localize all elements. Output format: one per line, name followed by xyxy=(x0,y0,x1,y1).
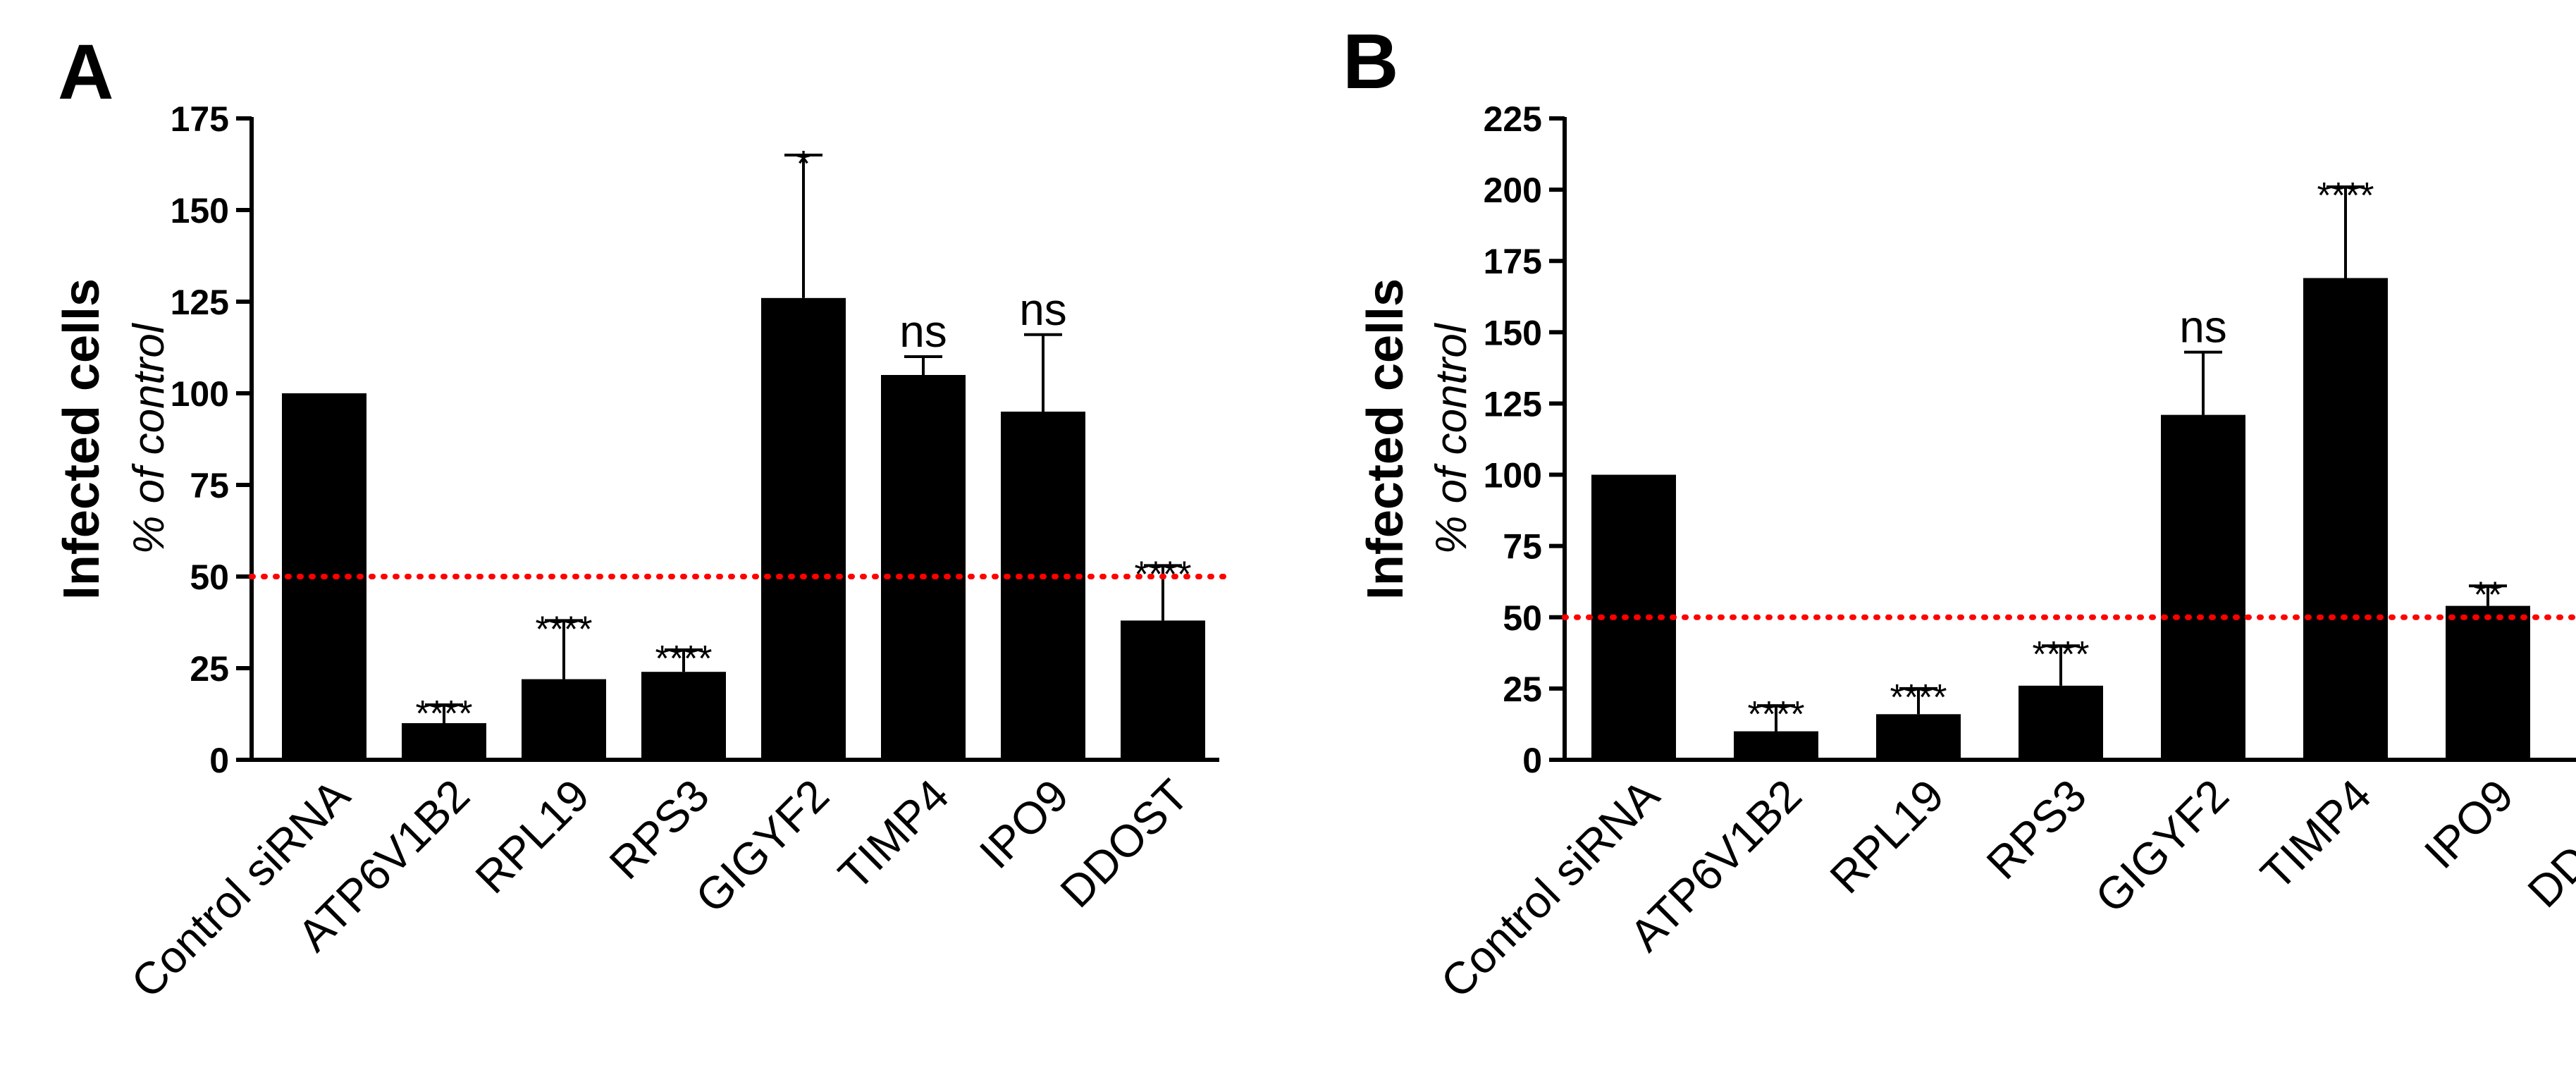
bar xyxy=(1876,714,1961,760)
category-label: TIMP4 xyxy=(2251,770,2381,899)
category-label: DDOST xyxy=(2518,770,2576,917)
category-label: RPS3 xyxy=(1977,770,2096,889)
y-tick-label: 175 xyxy=(1484,242,1542,281)
y-tick-label: 125 xyxy=(1484,384,1542,424)
y-axis-sublabel: % of control xyxy=(1427,322,1476,555)
category-label: Control siRNA xyxy=(1431,770,1669,1008)
bar xyxy=(1734,731,1818,760)
panel-letter: A xyxy=(58,29,113,116)
category-label: RPL19 xyxy=(466,770,599,903)
y-tick-label: 175 xyxy=(171,99,229,139)
significance-label: ns xyxy=(1019,284,1067,335)
bar xyxy=(1001,412,1085,760)
panel-a: A Infected cells % of control 0 25 50 75 100 125… xyxy=(54,29,1233,1008)
category-label: GIGYF2 xyxy=(686,770,839,923)
significance-label: **** xyxy=(655,639,713,679)
category-label: IPO9 xyxy=(970,770,1078,878)
significance-label: **** xyxy=(536,609,593,650)
category-label: GIGYF2 xyxy=(2085,770,2238,923)
category-label: RPL19 xyxy=(1820,770,1954,903)
bar xyxy=(522,679,606,760)
significance-label: **** xyxy=(2033,634,2090,675)
category-label: IPO9 xyxy=(2415,770,2523,878)
bar xyxy=(2446,605,2530,760)
y-tick-label: 125 xyxy=(171,283,229,322)
significance-label: **** xyxy=(416,694,473,734)
y-tick-label: 0 xyxy=(209,741,229,780)
y-tick-label: 25 xyxy=(190,649,229,689)
significance-label: **** xyxy=(2317,176,2374,216)
y-tick-label: 25 xyxy=(1503,670,1542,709)
significance-label: ns xyxy=(2179,302,2227,352)
significance-label: **** xyxy=(1890,677,1947,718)
y-tick-label: 50 xyxy=(1503,598,1542,638)
y-tick-label: 225 xyxy=(1484,99,1542,139)
bar xyxy=(641,672,726,760)
bar xyxy=(2161,414,2245,760)
bar xyxy=(2303,278,2388,760)
bar xyxy=(2019,685,2103,760)
category-label: DDOST xyxy=(1051,770,1198,917)
bar xyxy=(881,375,966,760)
y-tick-label: 100 xyxy=(171,374,229,414)
y-axis-sublabel: % of control xyxy=(125,322,173,555)
bar xyxy=(402,723,486,760)
significance-label: ** xyxy=(2474,574,2502,615)
y-tick-label: 75 xyxy=(1503,527,1542,567)
y-tick-label: 150 xyxy=(171,191,229,230)
y-tick-label: 50 xyxy=(190,558,229,597)
y-axis-label: Infected cells xyxy=(54,278,110,600)
bar xyxy=(1121,620,1205,760)
y-tick-label: 0 xyxy=(1522,741,1542,780)
panel-b: B Infected cells % of control 0 25 50 75 100 125… xyxy=(1343,18,2576,1008)
y-tick-label: 200 xyxy=(1484,171,1542,210)
y-axis-label: Infected cells xyxy=(1357,278,1414,600)
significance-label: **** xyxy=(1748,694,1805,735)
bar xyxy=(761,297,846,760)
significance-label: ns xyxy=(899,306,947,357)
significance-label: * xyxy=(796,144,811,185)
y-tick-label: 75 xyxy=(190,466,229,505)
category-label: TIMP4 xyxy=(829,770,959,899)
y-tick-label: 150 xyxy=(1484,313,1542,352)
y-tick-label: 100 xyxy=(1484,456,1542,495)
panel-letter: B xyxy=(1343,18,1398,105)
